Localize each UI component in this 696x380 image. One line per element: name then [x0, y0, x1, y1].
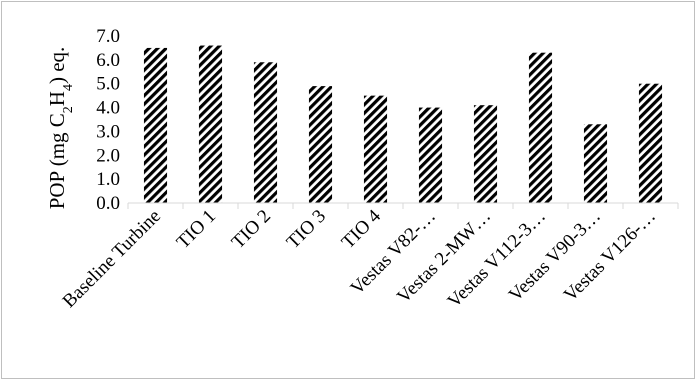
category-label: TIO 1 — [173, 206, 220, 253]
category-label: TIO 3 — [283, 206, 330, 253]
bar — [638, 83, 663, 203]
y-axis-title: POP (mg C2H4) eq. — [45, 47, 76, 210]
y-axis-title-sub1: 2 — [61, 106, 76, 113]
y-tick-label: 0.0 — [96, 193, 120, 214]
y-tick-label: 6.0 — [96, 50, 120, 71]
y-tick-label: 2.0 — [96, 145, 120, 166]
bar — [418, 107, 443, 203]
y-tick-label: 4.0 — [96, 98, 120, 119]
y-tick-label: 7.0 — [96, 26, 120, 47]
bar — [253, 62, 278, 203]
y-axis-title-suffix: ) eq. — [45, 47, 69, 84]
category-label: Vestas V112-3… — [444, 206, 550, 312]
category-label: TIO 4 — [338, 205, 386, 253]
bar — [363, 95, 388, 203]
bar — [143, 47, 168, 203]
y-tick-label: 1.0 — [96, 169, 120, 190]
y-axis-title-sub2: 4 — [61, 84, 76, 91]
y-axis-title-mid: H — [45, 91, 69, 106]
category-labels: Baseline Turbine TIO 1 TIO 2 TIO 3 TIO 4Vest… — [59, 205, 660, 312]
bar — [198, 45, 223, 203]
y-tick-label: 5.0 — [96, 74, 120, 95]
bar — [528, 52, 553, 204]
category-label: TIO 2 — [228, 206, 275, 253]
category-label: Baseline Turbine — [59, 206, 165, 312]
y-axis-ticks: 0.0 1.0 2.0 3.04.0 5.0 6.0 7.0 — [96, 26, 120, 214]
y-tick-label: 3.0 — [96, 121, 120, 142]
bars — [143, 45, 663, 204]
bar — [473, 105, 498, 203]
category-label: Vestas 2-MW… — [393, 206, 495, 308]
y-axis-title-prefix: POP (mg C — [45, 113, 69, 209]
bar — [308, 86, 333, 203]
x-axis-ticks — [127, 203, 679, 209]
bar — [583, 124, 608, 203]
